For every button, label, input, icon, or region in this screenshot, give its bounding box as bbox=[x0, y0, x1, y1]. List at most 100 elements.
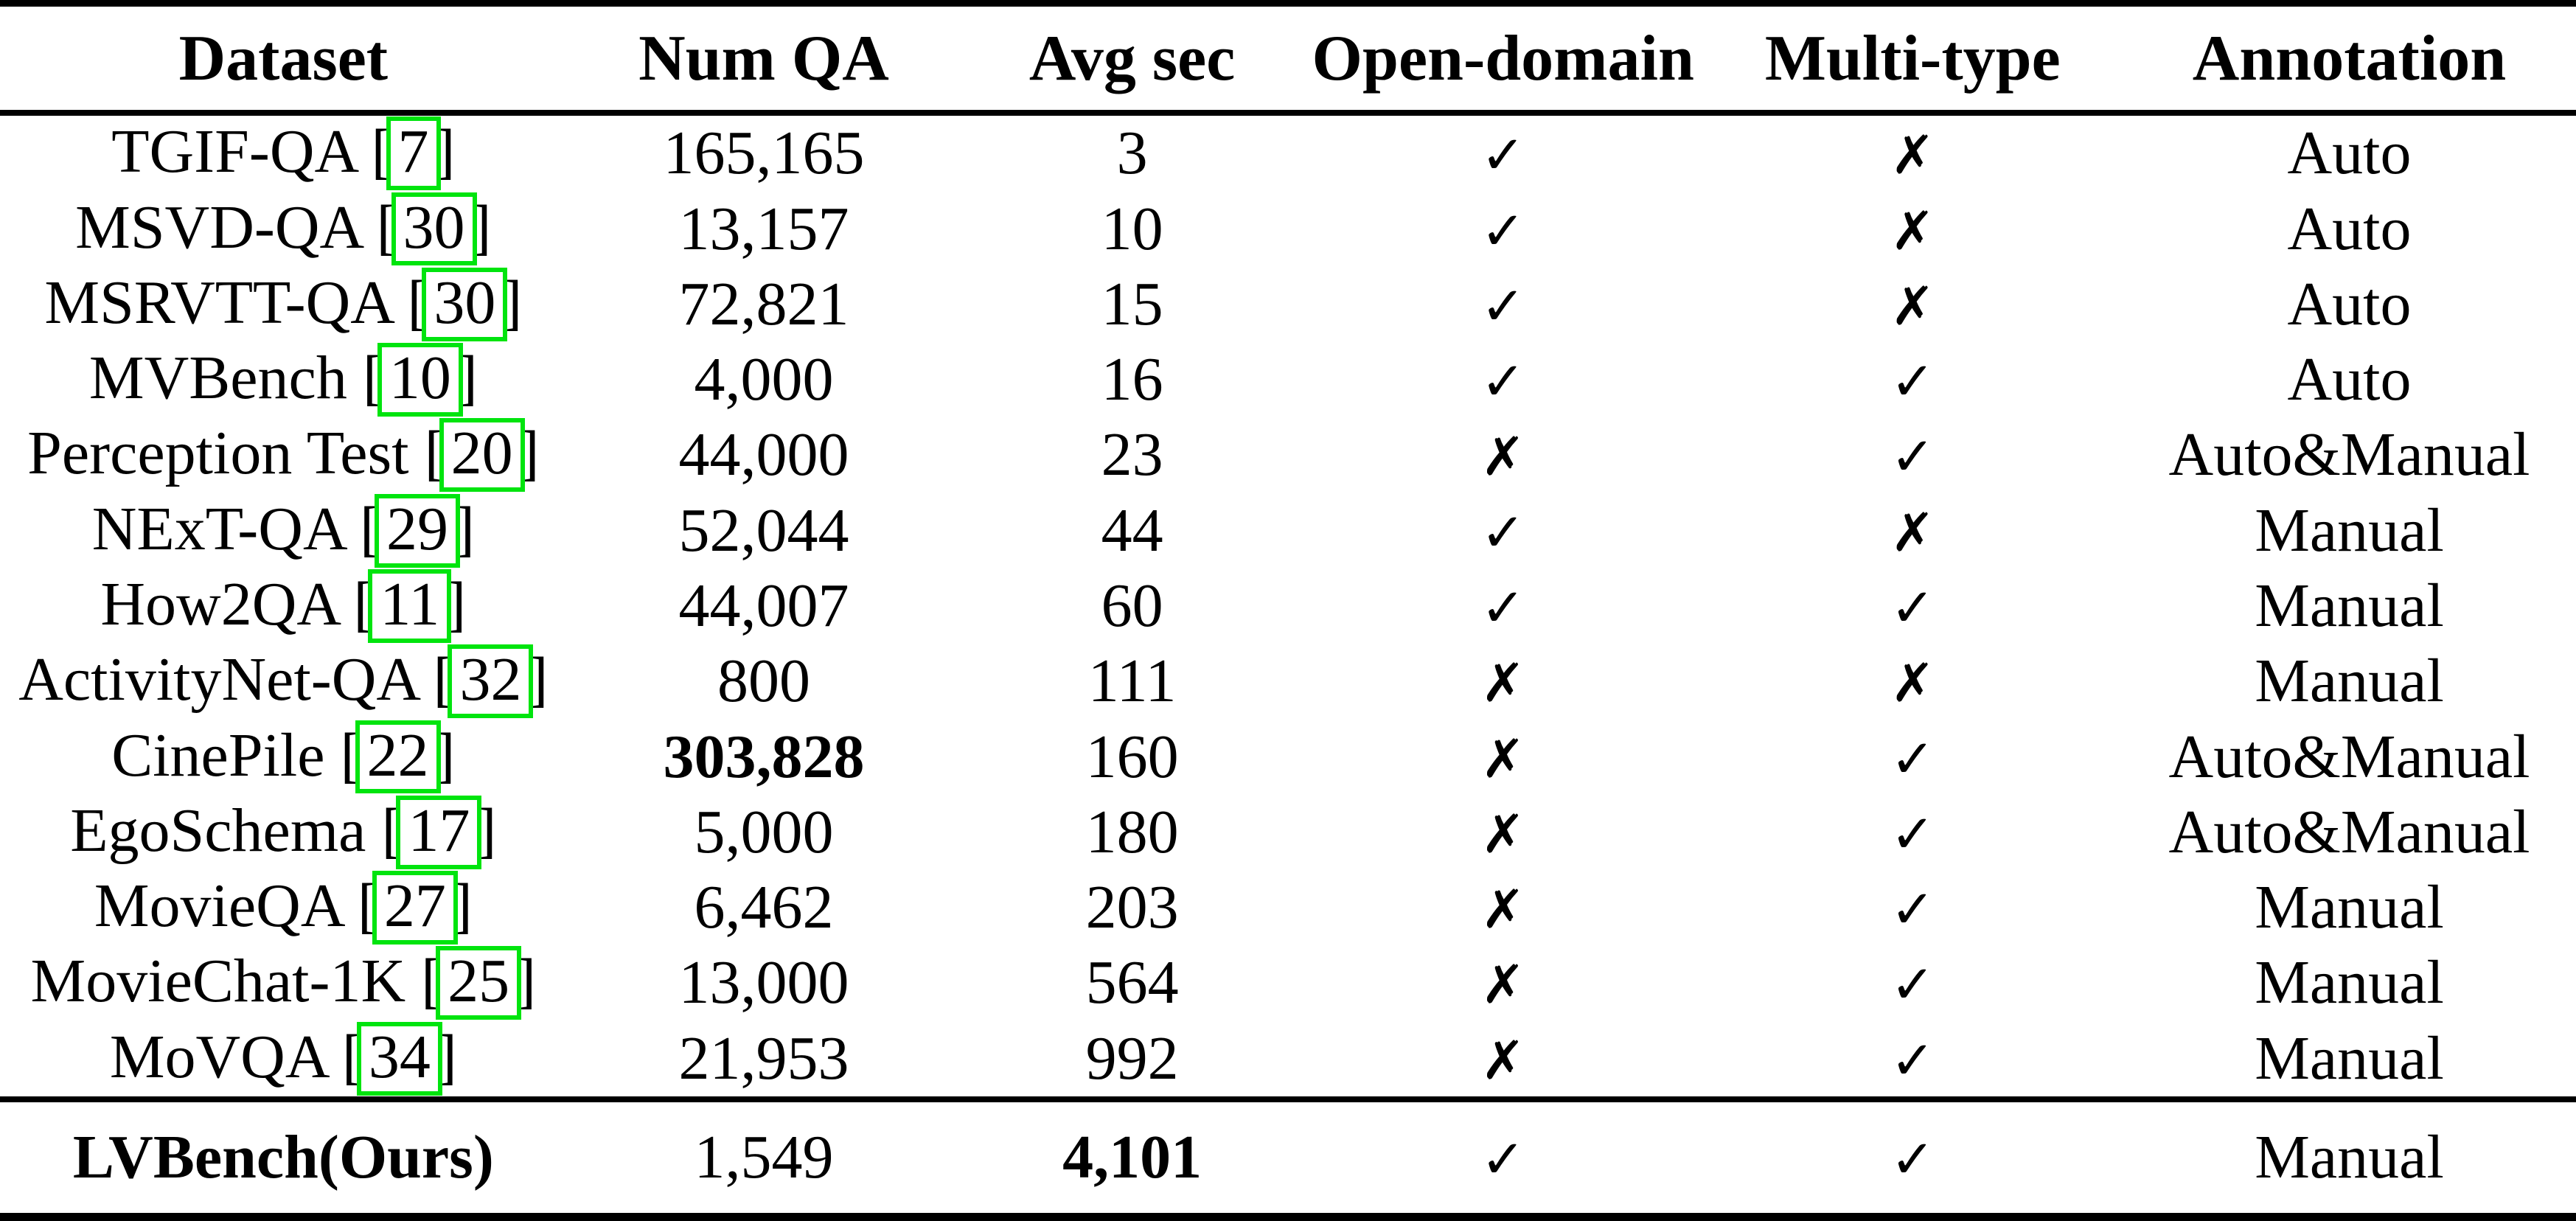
num-qa-cell: 303,828 bbox=[567, 719, 961, 794]
cross-mark: ✗ bbox=[1890, 124, 1935, 187]
check-mark: ✓ bbox=[1890, 953, 1935, 1016]
num-qa-cell: 13,000 bbox=[567, 945, 961, 1020]
multi-type-cell: ✓ bbox=[1702, 1096, 2123, 1217]
num-qa-value: 165,165 bbox=[663, 119, 865, 188]
citation-link[interactable]: 22 bbox=[355, 720, 441, 794]
table-row: MovieQA [27] 6,462 203 ✗ ✓ Manual bbox=[0, 870, 2576, 945]
column-header-dataset: Dataset bbox=[0, 3, 567, 116]
num-qa-value: 1,549 bbox=[694, 1123, 834, 1192]
citation-link[interactable]: 32 bbox=[448, 644, 534, 719]
annotation-value: Auto bbox=[2287, 269, 2412, 338]
open-domain-cell: ✗ bbox=[1303, 644, 1703, 719]
avg-sec-cell: 60 bbox=[961, 568, 1303, 644]
num-qa-value: 13,000 bbox=[678, 948, 849, 1018]
citation-link[interactable]: 7 bbox=[386, 116, 441, 191]
cross-mark: ✗ bbox=[1480, 802, 1525, 865]
check-mark: ✓ bbox=[1480, 274, 1525, 337]
multi-type-cell: ✓ bbox=[1703, 870, 2123, 945]
cross-mark: ✗ bbox=[1890, 501, 1935, 563]
citation-link[interactable]: 30 bbox=[391, 192, 477, 266]
avg-sec-value: 15 bbox=[1101, 269, 1163, 338]
check-mark: ✓ bbox=[1480, 1128, 1525, 1190]
check-mark: ✓ bbox=[1890, 802, 1935, 865]
dataset-cell: MovieChat-1K [25] bbox=[0, 945, 567, 1020]
dataset-cell: EgoSchema [17] bbox=[0, 795, 567, 870]
column-header-annotation: Annotation bbox=[2123, 3, 2576, 116]
annotation-value: Manual bbox=[2255, 571, 2444, 640]
multi-type-cell: ✗ bbox=[1703, 267, 2123, 342]
num-qa-cell: 5,000 bbox=[567, 795, 961, 870]
dataset-cell: ActivityNet-QA [32] bbox=[0, 644, 567, 719]
table-row: ActivityNet-QA [32] 800 111 ✗ ✗ Manual bbox=[0, 644, 2576, 719]
avg-sec-cell: 3 bbox=[961, 113, 1303, 191]
num-qa-value: 4,000 bbox=[694, 345, 834, 414]
check-mark: ✓ bbox=[1890, 425, 1935, 488]
citation-link[interactable]: 30 bbox=[422, 267, 508, 341]
dataset-name: MoVQA bbox=[109, 1022, 327, 1091]
dataset-name: MovieQA bbox=[94, 872, 342, 941]
annotation-value: Auto bbox=[2287, 345, 2412, 414]
table-row: CinePile [22] 303,828 160 ✗ ✓ Auto&Manual bbox=[0, 719, 2576, 794]
annotation-value: Manual bbox=[2255, 873, 2444, 942]
citation-link[interactable]: 27 bbox=[372, 871, 458, 945]
multi-type-cell: ✗ bbox=[1703, 493, 2123, 568]
multi-type-cell: ✓ bbox=[1703, 568, 2123, 644]
open-domain-cell: ✓ bbox=[1303, 568, 1703, 644]
annotation-cell: Manual bbox=[2123, 945, 2576, 1020]
multi-type-cell: ✓ bbox=[1703, 342, 2123, 417]
dataset-name: MSRVTT-QA bbox=[44, 268, 392, 337]
annotation-cell: Manual bbox=[2123, 568, 2576, 644]
citation-link[interactable]: 20 bbox=[439, 418, 525, 493]
cross-mark: ✗ bbox=[1890, 274, 1935, 337]
open-domain-cell: ✓ bbox=[1303, 191, 1703, 266]
dataset-cell: Perception Test [20] bbox=[0, 417, 567, 493]
citation-link[interactable]: 10 bbox=[377, 343, 463, 417]
dataset-cell: MoVQA [34] bbox=[0, 1020, 567, 1099]
open-domain-cell: ✓ bbox=[1303, 267, 1703, 342]
avg-sec-cell: 992 bbox=[961, 1020, 1303, 1099]
multi-type-cell: ✓ bbox=[1703, 945, 2123, 1020]
num-qa-cell: 21,953 bbox=[567, 1020, 961, 1099]
num-qa-cell: 6,462 bbox=[567, 870, 961, 945]
annotation-value: Manual bbox=[2255, 495, 2444, 565]
dataset-cell: How2QA [11] bbox=[0, 568, 567, 644]
check-mark: ✓ bbox=[1480, 199, 1525, 262]
dataset-name: MSVD-QA bbox=[75, 192, 361, 262]
annotation-value: Manual bbox=[2255, 1123, 2444, 1192]
table-row: EgoSchema [17] 5,000 180 ✗ ✓ Auto&Manual bbox=[0, 795, 2576, 870]
citation-link[interactable]: 11 bbox=[368, 569, 452, 643]
annotation-value: Auto bbox=[2287, 194, 2412, 263]
num-qa-cell: 4,000 bbox=[567, 342, 961, 417]
open-domain-cell: ✓ bbox=[1303, 342, 1703, 417]
table-row: MSRVTT-QA [30] 72,821 15 ✓ ✗ Auto bbox=[0, 267, 2576, 342]
dataset-cell: MovieQA [27] bbox=[0, 870, 567, 945]
num-qa-cell: 800 bbox=[567, 644, 961, 719]
citation-link[interactable]: 34 bbox=[356, 1021, 442, 1096]
check-mark: ✓ bbox=[1480, 350, 1525, 413]
check-mark: ✓ bbox=[1890, 576, 1935, 639]
num-qa-cell: 1,549 bbox=[566, 1096, 961, 1217]
cross-mark: ✗ bbox=[1480, 953, 1525, 1016]
avg-sec-value: 3 bbox=[1116, 119, 1148, 188]
citation-link[interactable]: 29 bbox=[374, 493, 460, 568]
num-qa-cell: 13,157 bbox=[567, 191, 961, 266]
citation-link[interactable]: 17 bbox=[396, 795, 482, 869]
annotation-cell: Auto bbox=[2123, 267, 2576, 342]
table-footer: LVBench(Ours) 1,549 4,101 ✓ ✓ Manual bbox=[0, 1096, 2576, 1217]
avg-sec-cell: 160 bbox=[961, 719, 1303, 794]
table-row: TGIF-QA [7] 165,165 3 ✓ ✗ Auto bbox=[0, 113, 2576, 191]
open-domain-cell: ✓ bbox=[1303, 113, 1703, 191]
citation-link[interactable]: 25 bbox=[436, 946, 522, 1020]
check-mark: ✓ bbox=[1480, 501, 1525, 563]
table-row: MoVQA [34] 21,953 992 ✗ ✓ Manual bbox=[0, 1020, 2576, 1099]
dataset-name: NExT-QA bbox=[91, 494, 344, 563]
open-domain-cell: ✗ bbox=[1303, 870, 1703, 945]
annotation-value: Manual bbox=[2255, 948, 2444, 1018]
avg-sec-cell: 203 bbox=[961, 870, 1303, 945]
open-domain-cell: ✗ bbox=[1303, 795, 1703, 870]
avg-sec-value: 23 bbox=[1101, 420, 1163, 490]
annotation-cell: Manual bbox=[2123, 1020, 2576, 1099]
dataset-cell: CinePile [22] bbox=[0, 719, 567, 794]
dataset-name: CinePile bbox=[111, 720, 325, 790]
